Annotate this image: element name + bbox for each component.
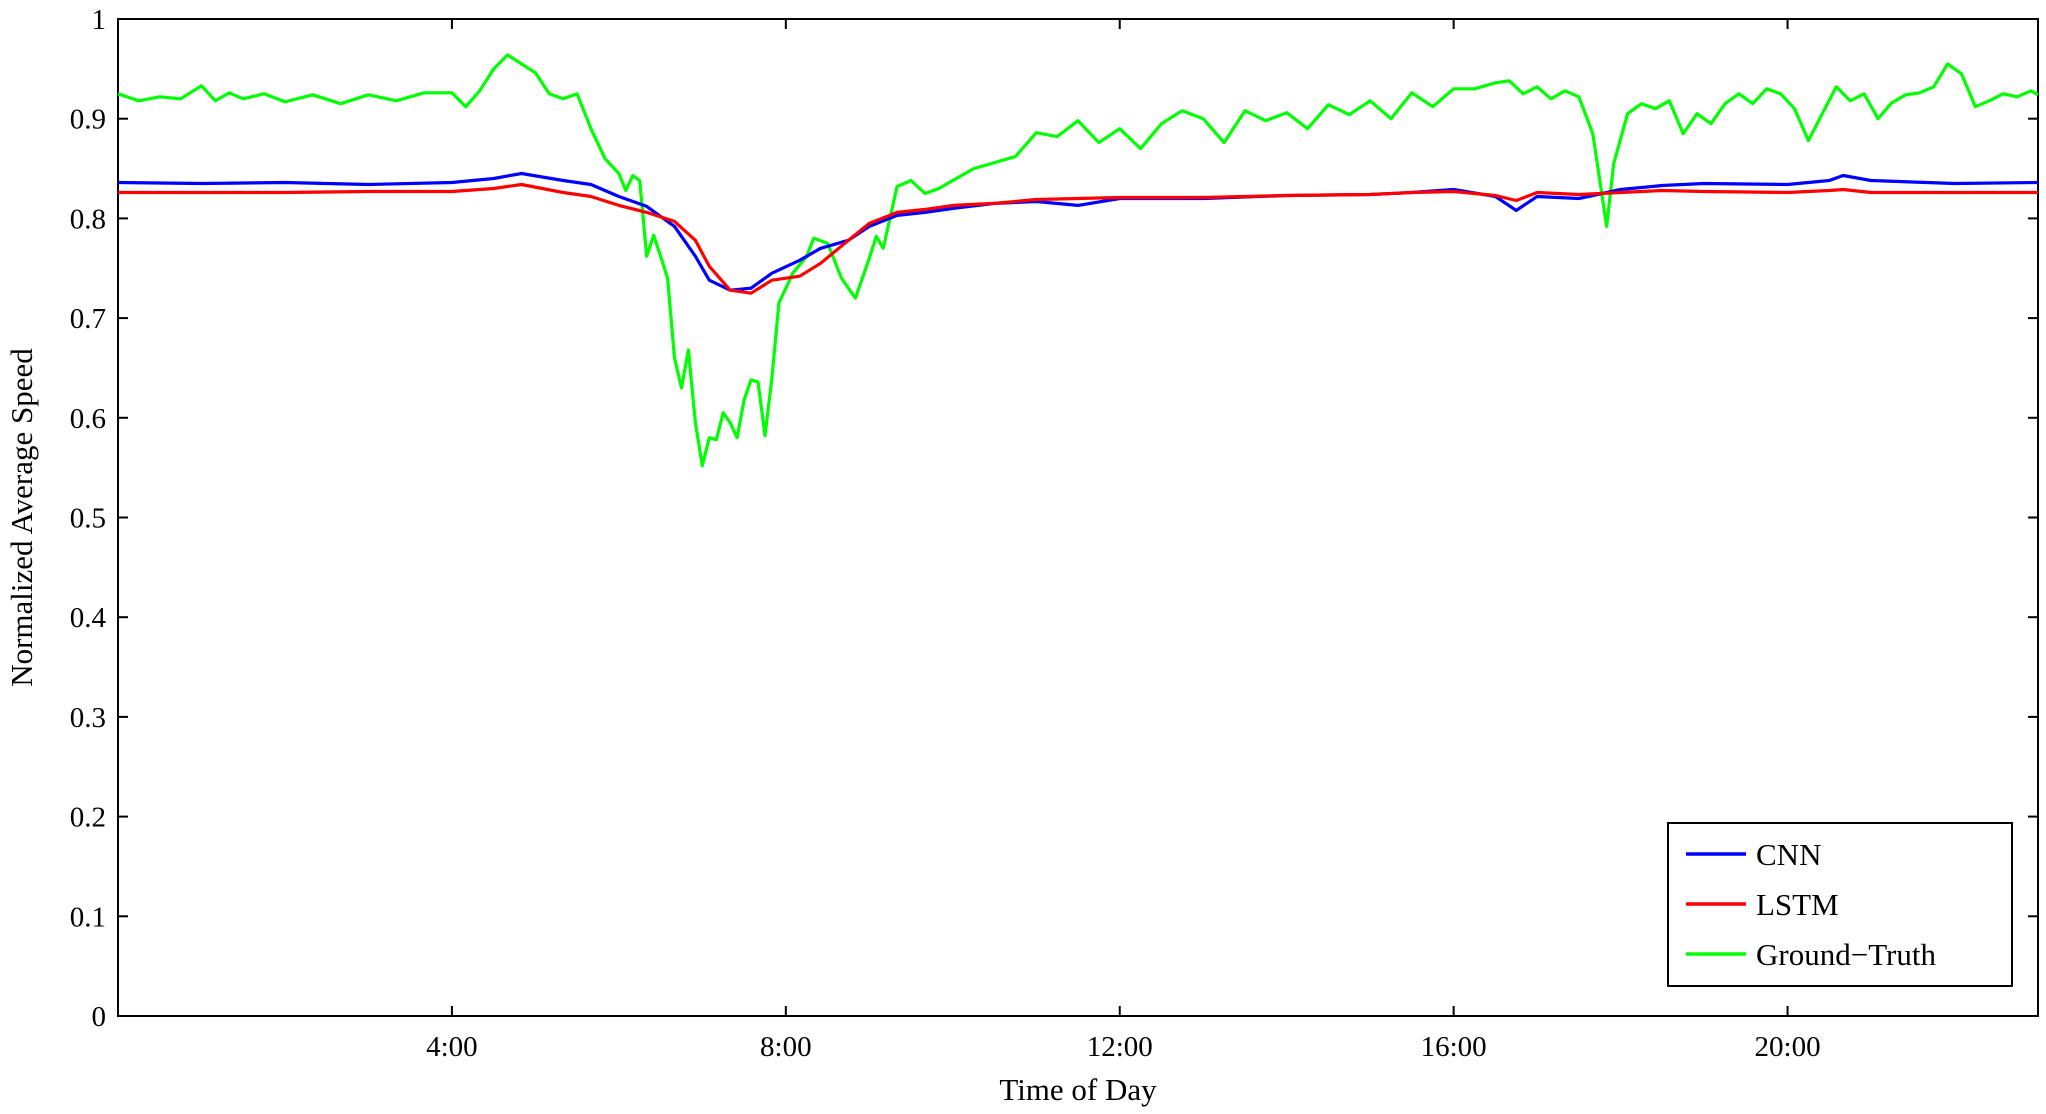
y-tick-label: 1 [92, 4, 107, 36]
legend-label-ground-truth: Ground−Truth [1756, 937, 1936, 972]
x-tick-label: 20:00 [1755, 1031, 1821, 1063]
y-tick-label: 0.3 [70, 702, 106, 734]
y-tick-label: 0.1 [70, 901, 106, 933]
legend: CNN LSTM Ground−Truth [1667, 822, 2013, 987]
y-tick-label: 0.7 [70, 303, 106, 335]
x-tick-label: 4:00 [426, 1031, 478, 1063]
y-axis: 0 0.1 0.2 0.3 0.4 0.5 0.6 0.7 0.8 0.9 1 [70, 4, 2038, 1033]
x-tick-label: 16:00 [1421, 1031, 1487, 1063]
y-tick-label: 0.6 [70, 403, 106, 435]
y-tick-label: 0.4 [70, 602, 107, 634]
y-tick-label: 0 [92, 1001, 107, 1033]
y-tick-label: 0.2 [70, 802, 106, 834]
x-tick-label: 8:00 [760, 1031, 812, 1063]
legend-label-cnn: CNN [1756, 837, 1821, 872]
x-axis-title: Time of Day [999, 1072, 1157, 1107]
legend-box [1667, 822, 2013, 987]
y-tick-label: 0.5 [70, 503, 106, 535]
series-line-lstm [118, 182, 2038, 295]
x-tick-label: 12:00 [1087, 1031, 1153, 1063]
y-axis-title: Normalized Average Speed [4, 348, 39, 687]
x-axis: 4:00 8:00 12:00 16:00 20:00 [426, 19, 1821, 1063]
series-line-ground-truth [117, 53, 2039, 468]
legend-label-lstm: LSTM [1756, 887, 1839, 922]
series-layer [117, 53, 2039, 468]
y-tick-label: 0.8 [70, 203, 106, 235]
series-line-cnn [117, 171, 2039, 292]
y-tick-label: 0.9 [70, 104, 106, 136]
